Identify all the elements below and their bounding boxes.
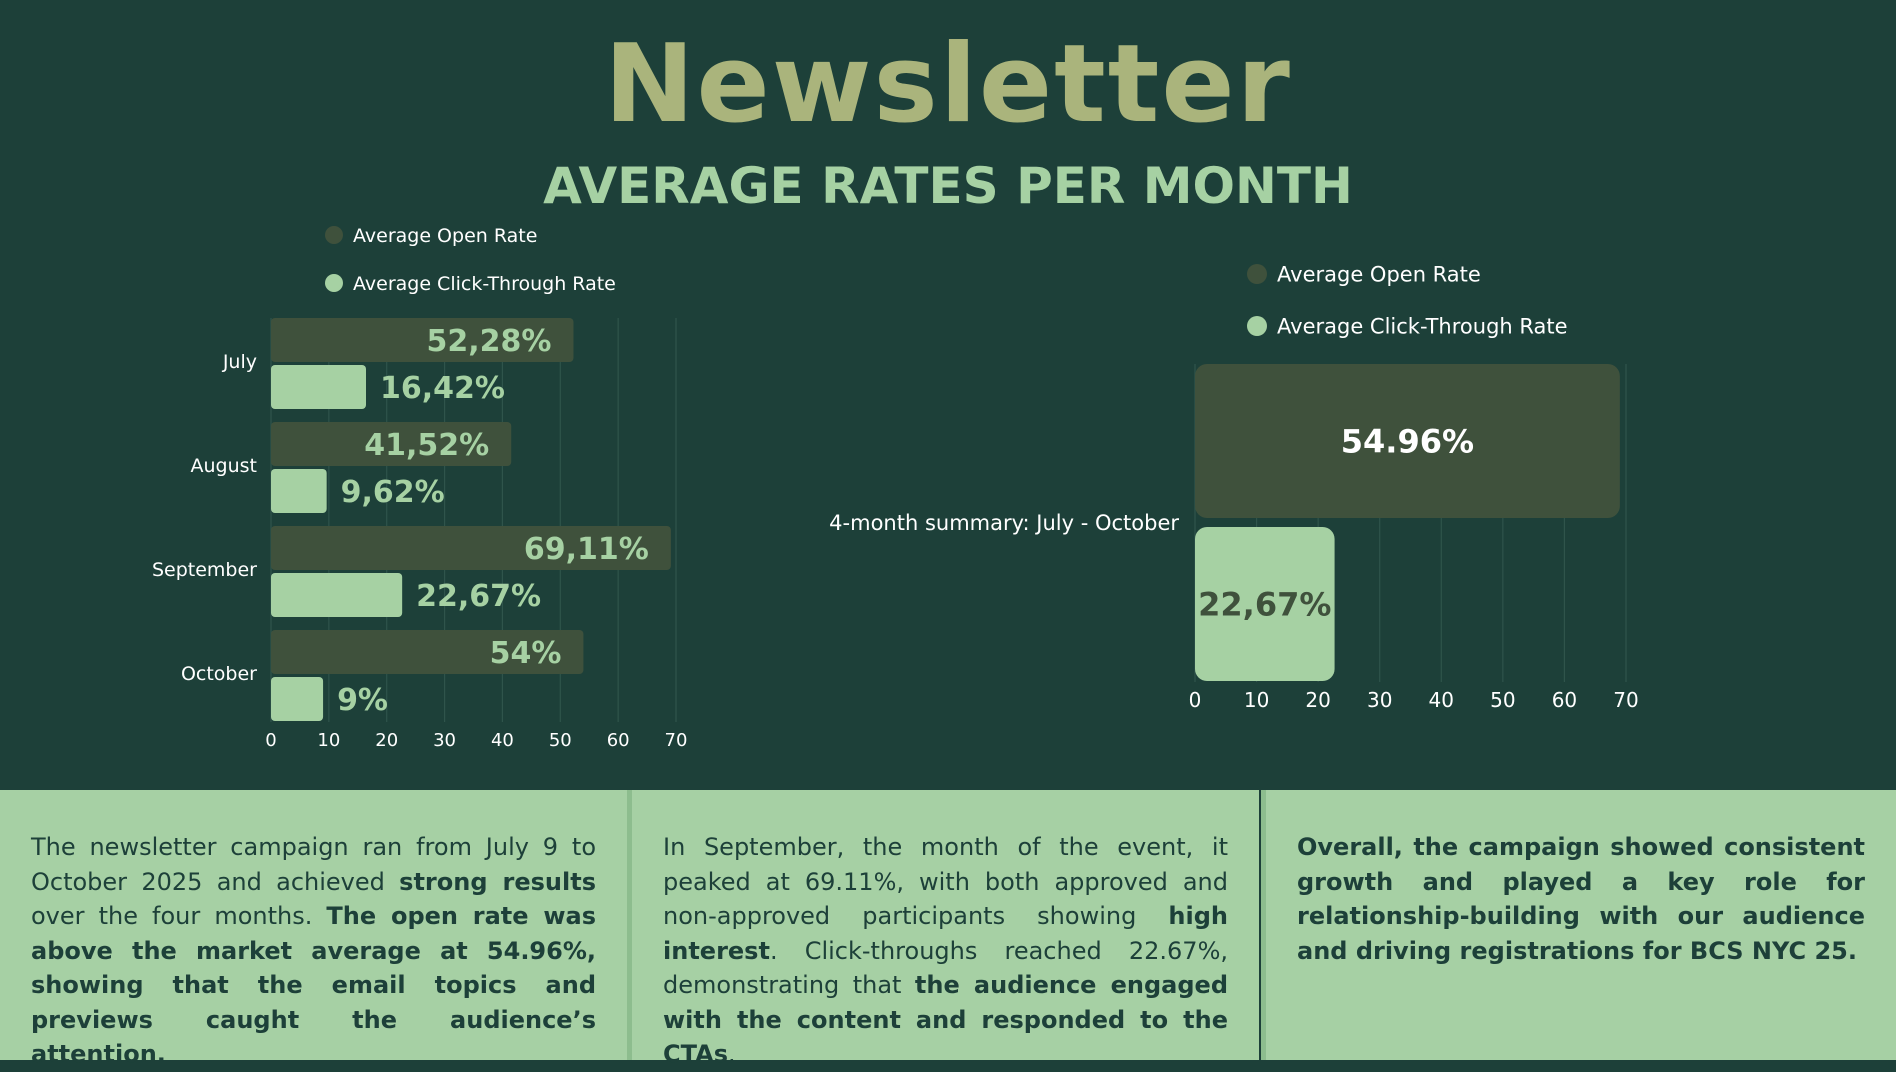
x-tick-label: 20	[375, 730, 398, 751]
legend-label-open-rate: Average Open Rate	[353, 225, 537, 247]
panel-text-bold: strong results	[399, 867, 596, 896]
panel-text-bold: high interest	[663, 902, 1228, 965]
data-label: 22,67%	[416, 579, 541, 614]
x-tick-label: 10	[1244, 688, 1269, 712]
data-label: 16,42%	[380, 371, 505, 406]
bar-open-rate	[271, 630, 584, 674]
bar-open-rate	[271, 422, 512, 466]
x-tick-label: 50	[549, 730, 572, 751]
panel-text: In September, the month of the event, it…	[663, 830, 1228, 1072]
bar-click-rate	[271, 469, 327, 513]
x-tick-label: 40	[1429, 688, 1454, 712]
panel-text: Overall, the campaign showed consistent …	[1297, 830, 1865, 968]
data-label: 9,62%	[341, 475, 445, 510]
panel-text-bold: The open rate was above the market avera…	[31, 902, 596, 1068]
x-tick-label: 50	[1490, 688, 1515, 712]
bar-click-rate	[271, 677, 324, 721]
category-label: October	[181, 663, 257, 685]
panel-text-segment: over the four months.	[31, 902, 327, 930]
legend-label-click-rate: Average Click-Through Rate	[353, 273, 616, 295]
data-label: 9%	[337, 683, 388, 718]
x-tick-label: 40	[491, 730, 514, 751]
x-tick-label: 30	[433, 730, 456, 751]
data-label: 41,52%	[364, 428, 489, 463]
summary-panel-campaign: The newsletter campaign ran from July 9 …	[0, 790, 627, 1068]
x-tick-label: 70	[665, 730, 688, 751]
monthly-rates-chart: 0 10 20 30 40 50 60 70 Average Open Rate Average …	[152, 225, 688, 751]
bar-open-rate	[271, 318, 574, 362]
bar-click-rate	[271, 365, 367, 409]
summary-panel-overall: Overall, the campaign showed consistent …	[1266, 790, 1896, 1060]
bar-click-rate	[1195, 527, 1335, 681]
x-tick-label: 0	[265, 730, 276, 751]
category-label: July	[222, 351, 257, 373]
panel-text-segment: The newsletter campaign ran from July 9 …	[31, 833, 596, 896]
category-label: 4-month summary: July - October	[829, 511, 1179, 535]
panel-text-segment: In September, the month of the event, it…	[663, 833, 1228, 930]
bar-open-rate	[1195, 364, 1620, 518]
data-label: 22,67%	[1198, 586, 1331, 624]
legend-swatch-open-rate	[325, 226, 343, 244]
summary-rates-chart: 0 10 20 30 40 50 60 70 Average Open Rate Average …	[829, 263, 1639, 712]
x-tick-label: 60	[1552, 688, 1577, 712]
panel-divider	[627, 790, 632, 1060]
panel-text-segment: .	[727, 1040, 736, 1068]
x-tick-label: 10	[317, 730, 340, 751]
x-tick-label: 60	[607, 730, 630, 751]
data-label: 52,28%	[427, 324, 552, 359]
data-label: 54%	[490, 636, 562, 671]
legend-swatch-open-rate	[1247, 264, 1267, 284]
page-subtitle: AVERAGE RATES PER MONTH	[543, 157, 1353, 215]
legend-swatch-click-rate	[325, 274, 343, 292]
legend-label-open-rate: Average Open Rate	[1277, 263, 1481, 287]
panel-text-segment: . Click-throughs reached 22.67%, demonst…	[663, 936, 1228, 1000]
panel-divider	[1261, 790, 1266, 1060]
panel-text: The newsletter campaign ran from July 9 …	[31, 830, 596, 1072]
bar-click-rate	[271, 573, 403, 617]
legend-label-click-rate: Average Click-Through Rate	[1277, 315, 1568, 339]
bar-open-rate	[271, 526, 671, 570]
panel-text-bold: Overall, the campaign showed consistent …	[1297, 833, 1865, 965]
data-label: 69,11%	[524, 532, 649, 567]
category-label: August	[191, 455, 258, 477]
x-tick-label: 20	[1305, 688, 1330, 712]
legend-swatch-click-rate	[1247, 316, 1267, 336]
category-label: September	[152, 559, 257, 581]
x-tick-label: 30	[1367, 688, 1392, 712]
page-title: Newsletter	[604, 22, 1292, 147]
summary-panel-september: In September, the month of the event, it…	[632, 790, 1259, 1068]
x-tick-label: 0	[1189, 688, 1202, 712]
x-tick-label: 70	[1613, 688, 1638, 712]
data-label: 54.96%	[1341, 423, 1474, 461]
